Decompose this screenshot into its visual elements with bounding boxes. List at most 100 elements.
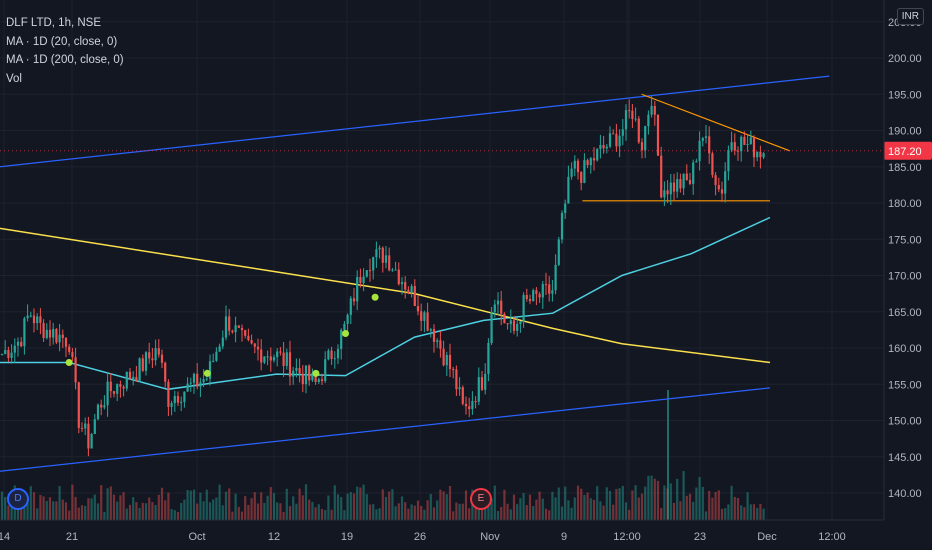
candle-body: [343, 323, 346, 330]
signal-dot: [65, 359, 73, 366]
candle-body: [733, 142, 736, 151]
volume-label[interactable]: Vol: [6, 72, 22, 85]
candle-body: [132, 376, 135, 380]
candle-body: [762, 153, 765, 158]
volume-bar: [586, 492, 589, 520]
candlesticks: [0, 96, 765, 457]
candle-body: [519, 321, 522, 324]
symbol-title: DLF LTD, 1h, NSE: [6, 17, 102, 29]
time-tick-label: 12:00: [818, 531, 846, 543]
dividend-event-icon[interactable]: D: [7, 488, 29, 510]
candle-body: [461, 387, 464, 404]
candle-body: [128, 371, 132, 380]
candle-body: [253, 343, 256, 347]
volume-bar: [87, 498, 90, 520]
time-tick-label: 12:00: [613, 531, 641, 543]
volume-bars: [0, 390, 765, 520]
candle-body: [608, 133, 612, 147]
volume-bar: [672, 502, 676, 520]
candle-body: [368, 270, 372, 272]
volume-bar: [740, 505, 743, 520]
candle-body: [560, 212, 564, 240]
volume-bar: [212, 499, 215, 520]
candle-body: [170, 403, 173, 407]
candle-body: [122, 386, 125, 389]
candle-body: [714, 175, 717, 186]
volume-bar: [474, 506, 477, 520]
candle-body: [112, 391, 116, 394]
volume-bar: [170, 509, 173, 520]
volume-bar: [551, 491, 554, 520]
ma20-line[interactable]: [0, 216, 771, 391]
volume-bar: [381, 489, 384, 520]
ma200-label[interactable]: MA · 1D (200, close, 0): [6, 54, 124, 66]
candle-body: [656, 114, 660, 156]
volume-bar: [407, 508, 410, 520]
volume-bar: [653, 478, 656, 520]
volume-bar: [692, 501, 695, 520]
volume-bar: [253, 492, 256, 520]
volume-bar: [122, 492, 125, 520]
candle-body: [490, 312, 493, 344]
volume-bar: [154, 504, 157, 520]
candle-body: [167, 381, 170, 407]
volume-bar: [650, 475, 653, 520]
candle-body: [4, 350, 7, 355]
volume-bar: [394, 506, 397, 520]
candle-body: [541, 284, 544, 298]
channel-upper-line[interactable]: [0, 75, 830, 168]
candle-body: [340, 329, 343, 349]
candle-body: [39, 316, 42, 324]
candle-body: [628, 110, 631, 112]
candle-body: [701, 138, 704, 141]
signal-dot: [342, 330, 350, 337]
ma20-label[interactable]: MA · 1D (20, close, 0): [6, 35, 118, 48]
volume-bar: [148, 497, 151, 520]
candle-body: [506, 323, 509, 325]
volume-bar: [237, 506, 240, 520]
candle-body: [736, 150, 740, 152]
volume-bar: [724, 508, 727, 520]
candle-body: [724, 171, 727, 194]
volume-bar: [93, 494, 96, 520]
volume-bar: [509, 509, 512, 520]
candle-body: [458, 387, 461, 390]
volume-bar: [560, 506, 564, 520]
volume-bar: [580, 488, 583, 520]
volume-bar: [186, 489, 189, 520]
candle-body: [756, 151, 759, 158]
candle-body: [500, 300, 503, 314]
triangle-top-line[interactable]: [641, 93, 790, 152]
candle-body: [109, 381, 112, 392]
volume-bar: [503, 489, 506, 520]
volume-bar: [7, 505, 10, 520]
volume-bar: [48, 497, 52, 520]
candle-body: [359, 276, 362, 283]
time-tick-label: 19: [341, 531, 353, 543]
currency-badge[interactable]: INR: [896, 8, 924, 25]
candle-body: [74, 357, 77, 383]
earnings-event-icon[interactable]: E: [470, 488, 492, 510]
volume-bar: [74, 496, 77, 520]
candle-body: [525, 295, 528, 299]
time-axis: 14 21 Oct 12 19 26 Nov 9 12:00 23 Dec 12:00: [0, 519, 884, 543]
signal-dot: [312, 369, 320, 377]
volume-bar: [404, 502, 407, 520]
volume-bar: [202, 501, 205, 520]
price-tick-label: 185.00: [888, 162, 922, 174]
candle-body: [96, 404, 100, 420]
candle-body: [730, 142, 733, 150]
ma200-line[interactable]: [0, 227, 771, 364]
candle-body: [26, 315, 29, 319]
volume-bar: [196, 503, 199, 520]
volume-bar: [333, 485, 336, 520]
channel-lower-line[interactable]: [0, 387, 771, 472]
last-price-tag: [884, 141, 932, 160]
candle-body: [666, 190, 669, 195]
candle-body: [295, 367, 298, 371]
candle-body: [304, 365, 308, 385]
price-tick-label: 140.00: [888, 488, 922, 500]
candle-body: [743, 136, 746, 145]
volume-bar: [391, 489, 394, 520]
